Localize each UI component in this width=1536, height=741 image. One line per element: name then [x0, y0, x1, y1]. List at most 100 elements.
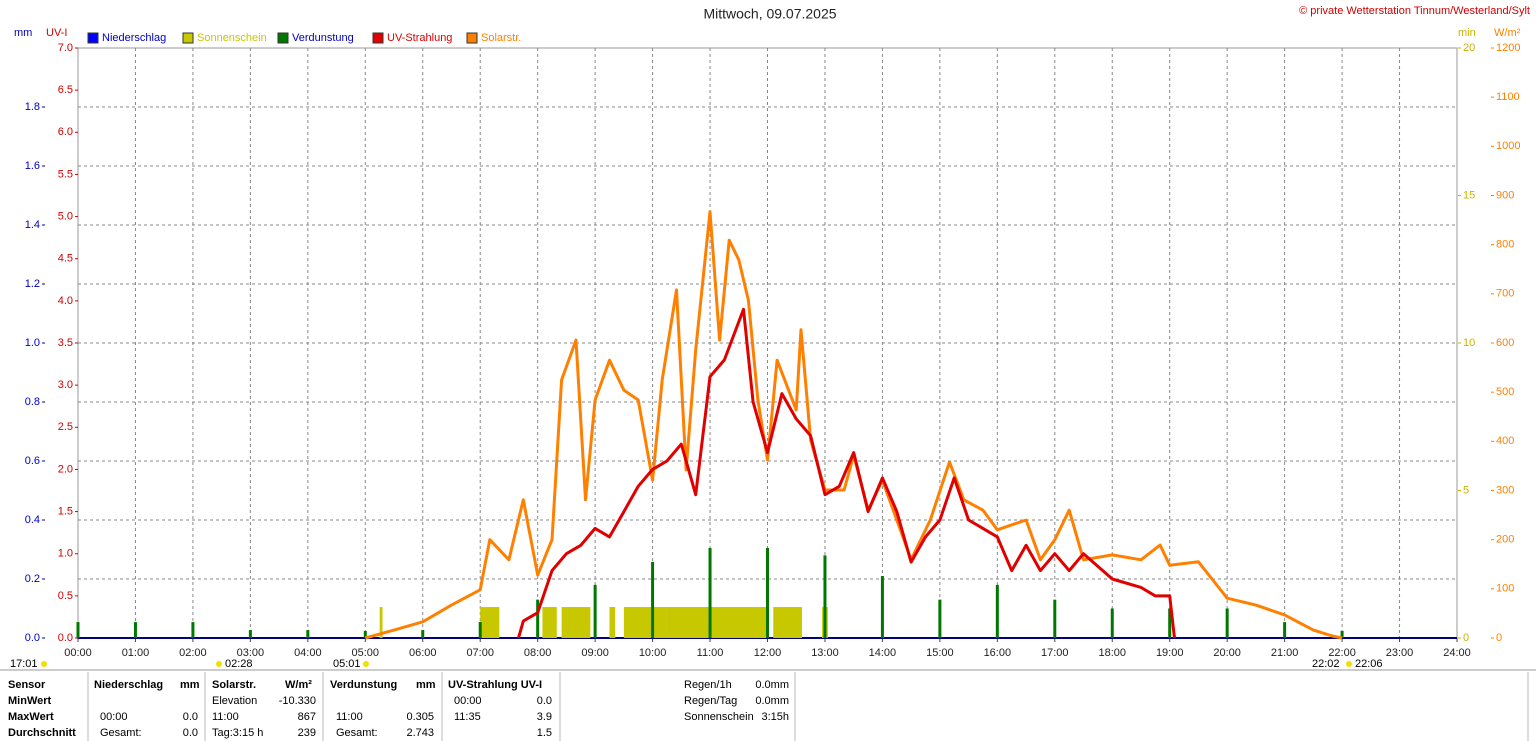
table-cell: 1.5 — [537, 727, 552, 739]
y-tick-label: 1.0 — [58, 548, 73, 560]
y-tick-label: 6.0 — [58, 126, 73, 138]
sun-icon — [1346, 661, 1352, 667]
y-tick-label: 0.2 — [25, 573, 40, 585]
x-tick-label: 12:00 — [754, 647, 782, 659]
y-tick-label: 100 — [1496, 583, 1514, 595]
y-tick-label: 0.6 — [25, 455, 40, 467]
y-tick-label: 200 — [1496, 534, 1514, 546]
y-tick-label: 300 — [1496, 484, 1514, 496]
y-tick-label: 3.0 — [58, 379, 73, 391]
y-tick-label: 0.8 — [25, 396, 40, 408]
x-tick-label: 21:00 — [1271, 647, 1299, 659]
x-tick-label: 22:00 — [1328, 647, 1356, 659]
table-cell: 00:00 — [454, 695, 482, 707]
y-tick-label: 5.0 — [58, 210, 73, 222]
y-tick-label: 1.2 — [25, 278, 40, 290]
x-tick-label: 03:00 — [237, 647, 265, 659]
y-tick-label: 1.5 — [58, 505, 73, 517]
y-tick-label: 900 — [1496, 189, 1514, 201]
y-tick-label: 600 — [1496, 337, 1514, 349]
table-dividers — [87, 672, 1529, 741]
legend-swatch — [372, 32, 384, 44]
table-header: W/m² — [285, 679, 312, 691]
table-cell: Gesamt: — [100, 727, 142, 739]
table-header: mm — [416, 679, 436, 691]
y-tick-label: 500 — [1496, 386, 1514, 398]
x-tick-label: 18:00 — [1098, 647, 1126, 659]
row-label: MinWert — [8, 695, 52, 707]
x-tick-label: 23:00 — [1386, 647, 1414, 659]
y-tick-label: 20 — [1463, 42, 1475, 54]
legend-label: UV-Strahlung — [387, 32, 452, 44]
sunshine-bar — [609, 607, 616, 638]
sunshine-bar — [379, 607, 383, 638]
series-line — [364, 210, 1343, 640]
x-tick-label: 17:00 — [1041, 647, 1069, 659]
sunshine-bar — [561, 607, 591, 638]
y-tick-label: 0.4 — [25, 514, 40, 526]
y-tick-label: 1.4 — [25, 219, 40, 231]
sunshine-bar — [542, 607, 557, 638]
sunshine-bar — [666, 607, 711, 638]
table-cell: Tag:3:15 h — [212, 727, 263, 739]
info-value: 3:15h — [761, 711, 789, 723]
y-tick-label: 15 — [1463, 189, 1475, 201]
legend-label: Verdunstung — [292, 32, 354, 44]
x-tick-label: 15:00 — [926, 647, 954, 659]
table-cell: 0.305 — [406, 711, 434, 723]
legend-swatch — [182, 32, 194, 44]
x-tick-label: 24:00 — [1443, 647, 1471, 659]
legend-label: Solarstr. — [481, 32, 521, 44]
table-cell: Elevation — [212, 695, 257, 707]
y-tick-label: 0.5 — [58, 590, 73, 602]
y4-axis-label: W/m² — [1494, 27, 1521, 39]
y-tick-label: 1.6 — [25, 160, 40, 172]
y2-axis-label: UV-I — [46, 27, 67, 39]
table-cell: 0.0 — [183, 711, 198, 723]
table-header: Niederschlag — [94, 679, 163, 691]
chart-title: Mittwoch, 09.07.2025 — [703, 6, 836, 22]
x-tick-label: 00:00 — [64, 647, 92, 659]
y-tick-label: 3.5 — [58, 337, 73, 349]
table-cell: -10.330 — [279, 695, 316, 707]
legend-label: Niederschlag — [102, 32, 166, 44]
table-header: Solarstr. — [212, 679, 256, 691]
info-value: 0.0mm — [755, 679, 789, 691]
table-cell: 239 — [298, 727, 316, 739]
sun-icon — [41, 661, 47, 667]
table-cell: 3.9 — [537, 711, 552, 723]
sunshine-bar — [773, 607, 802, 638]
table-cell: 11:35 — [454, 711, 481, 723]
x-tick-label: 09:00 — [581, 647, 609, 659]
x-tick-label: 05:00 — [352, 647, 380, 659]
sunshine-bar — [710, 607, 768, 638]
sun-event: 22:02 — [1312, 658, 1340, 670]
row-label: Durchschnitt — [8, 727, 76, 739]
y-tick-label: 700 — [1496, 288, 1514, 300]
x-tick-label: 16:00 — [984, 647, 1012, 659]
sun-icon — [216, 661, 222, 667]
y-tick-label: 5.5 — [58, 168, 73, 180]
y-tick-label: 7.0 — [58, 42, 73, 54]
y-tick-label: 2.5 — [58, 421, 73, 433]
table-header: mm — [180, 679, 200, 691]
x-tick-label: 10:00 — [639, 647, 667, 659]
table-cell: 2.743 — [406, 727, 434, 739]
table-header: Sensor — [8, 679, 46, 691]
sun-event: 17:01 — [10, 658, 38, 670]
y-tick-label: 1200 — [1496, 42, 1520, 54]
sun-event: 05:01 — [333, 658, 361, 670]
row-label: MaxWert — [8, 711, 54, 723]
table-cell: 11:00 — [336, 711, 363, 723]
y-tick-label: 1.0 — [25, 337, 40, 349]
table-cell: 0.0 — [183, 727, 198, 739]
sun-event: 02:28 — [225, 658, 253, 670]
y-tick-label: 1100 — [1496, 91, 1520, 103]
y-tick-label: 4.0 — [58, 295, 73, 307]
info-label: Regen/1h — [684, 679, 732, 691]
table-cell: 867 — [298, 711, 316, 723]
legend-label: Sonnenschein — [197, 32, 267, 44]
y-tick-label: 0 — [1463, 632, 1469, 644]
legend-swatch — [277, 32, 289, 44]
y-tick-label: 1.8 — [25, 101, 40, 113]
